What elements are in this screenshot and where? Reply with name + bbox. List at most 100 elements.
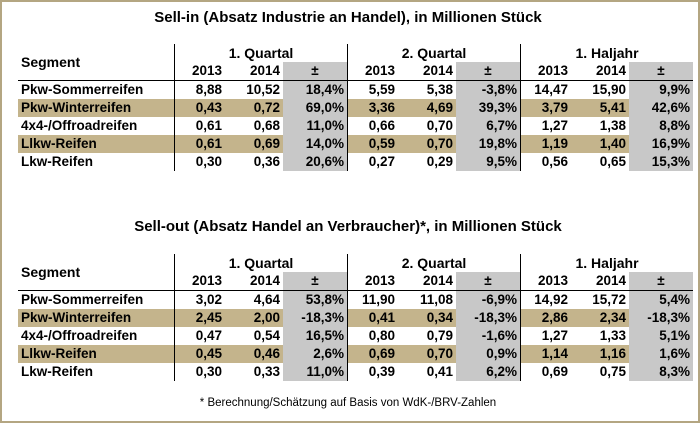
- sellout-title: Sell-out (Absatz Handel an Verbraucher)*…: [134, 218, 562, 235]
- row-label: Lkw-Reifen: [21, 154, 94, 169]
- value-cell: 1,27: [541, 328, 568, 343]
- change-cell: 16,5%: [283, 327, 348, 345]
- table-row: Lkw-Reifen 0,30 0,36 20,6% 0,27 0,29 9,5% 0,56 0…: [18, 153, 693, 171]
- change-cell: 39,3%: [456, 99, 521, 117]
- year-header: ±: [629, 272, 693, 291]
- segment-header: Segment: [21, 264, 81, 280]
- value-cell: 0,41: [347, 309, 398, 327]
- change-cell: 8,3%: [629, 363, 693, 381]
- year-header: 2013: [520, 62, 571, 81]
- row-label: Llkw-Reifen: [18, 135, 175, 153]
- value-cell: 14,92: [520, 290, 571, 309]
- change-cell: -6,9%: [456, 290, 521, 309]
- value-cell: 1,40: [571, 135, 629, 153]
- value-cell: 3,36: [347, 99, 398, 117]
- change-cell: 11,0%: [283, 363, 348, 381]
- value-cell: 0,34: [398, 309, 456, 327]
- change-cell: -18,3%: [283, 309, 348, 327]
- change-cell: 5,1%: [629, 327, 693, 345]
- value-cell: 11,08: [398, 290, 456, 309]
- value-cell: 0,70: [398, 135, 456, 153]
- row-label: 4x4-/Offroadreifen: [21, 118, 138, 133]
- period-header: 1. Quartal: [174, 254, 348, 272]
- change-cell: 1,6%: [629, 345, 693, 363]
- change-cell: 9,9%: [629, 80, 693, 99]
- table-row: Pkw-Sommerreifen 8,88 10,52 18,4% 5,59 5,38 -3…: [18, 80, 693, 99]
- row-label: Llkw-Reifen: [18, 345, 175, 363]
- change-cell: 6,7%: [456, 117, 521, 135]
- value-cell: 3,02: [174, 290, 225, 309]
- table-row: 4x4-/Offroadreifen 0,61 0,68 11,0% 0,66 0,70 6…: [18, 117, 693, 135]
- row-label: Pkw-Winterreifen: [18, 99, 175, 117]
- value-cell: 5,41: [571, 99, 629, 117]
- change-cell: 14,0%: [283, 135, 348, 153]
- year-header: 2013: [347, 272, 398, 291]
- value-cell: 10,52: [225, 80, 283, 99]
- change-cell: -3,8%: [456, 80, 521, 99]
- row-label: Pkw-Sommerreifen: [18, 80, 175, 99]
- value-cell: 14,47: [520, 80, 571, 99]
- period-header: 2. Quartal: [347, 254, 521, 272]
- row-label: Pkw-Sommerreifen: [18, 290, 175, 309]
- change-cell: 69,0%: [283, 99, 348, 117]
- year-header: ±: [456, 62, 521, 81]
- table-row: Pkw-Sommerreifen 3,02 4,64 53,8% 11,90 11,08-…: [18, 290, 693, 309]
- table-row: Llkw-Reifen 0,61 0,69 14,0% 0,59 0,70 19,8% 1,1…: [18, 135, 693, 153]
- change-cell: 2,6%: [283, 345, 348, 363]
- value-cell: 0,39: [368, 364, 395, 379]
- table-row: Lkw-Reifen 0,30 0,33 11,0% 0,39 0,41 6,2% 0,69 0…: [18, 363, 693, 381]
- period-header: 1. Haljahr: [575, 45, 639, 61]
- change-cell: 8,8%: [629, 117, 693, 135]
- value-cell: 0,80: [368, 328, 395, 343]
- change-cell: 20,6%: [283, 153, 348, 171]
- value-cell: 0,59: [347, 135, 398, 153]
- change-cell: -1,6%: [456, 327, 521, 345]
- row-label: 4x4-/Offroadreifen: [21, 328, 138, 343]
- value-cell: 4,64: [225, 290, 283, 309]
- value-cell: 1,14: [520, 345, 571, 363]
- table-row: Pkw-Winterreifen 2,45 2,00 -18,3% 0,41 0,34 -1…: [18, 309, 693, 327]
- value-cell: 0,46: [225, 345, 283, 363]
- sellin-title: Sell-in (Absatz Industrie an Handel), in…: [154, 9, 542, 26]
- period-header: 1. Haljahr: [575, 255, 639, 271]
- value-cell: 0,36: [253, 154, 280, 169]
- year-header: 2014: [571, 62, 629, 81]
- value-cell: 0,69: [541, 364, 568, 379]
- value-cell: 0,56: [541, 154, 568, 169]
- value-cell: 0,70: [398, 345, 456, 363]
- year-header: 2014: [398, 62, 456, 81]
- change-cell: 11,0%: [283, 117, 348, 135]
- value-cell: 0,65: [599, 154, 626, 169]
- table-row: Pkw-Winterreifen 0,43 0,72 69,0% 3,36 4,69 39,…: [18, 99, 693, 117]
- value-cell: 1,16: [571, 345, 629, 363]
- value-cell: 2,86: [520, 309, 571, 327]
- change-cell: 53,8%: [283, 290, 348, 309]
- value-cell: 0,72: [225, 99, 283, 117]
- value-cell: 3,79: [520, 99, 571, 117]
- change-cell: 18,4%: [283, 80, 348, 99]
- segment-header: Segment: [21, 54, 81, 70]
- value-cell: 1,38: [599, 118, 626, 133]
- year-header: 2014: [398, 272, 456, 291]
- value-cell: 1,19: [520, 135, 571, 153]
- change-cell: 5,4%: [629, 290, 693, 309]
- year-header: 2013: [174, 272, 225, 291]
- value-cell: 2,45: [174, 309, 225, 327]
- value-cell: 11,90: [347, 290, 398, 309]
- change-cell: 15,3%: [629, 153, 693, 171]
- value-cell: 0,47: [174, 327, 225, 345]
- change-cell: 42,6%: [629, 99, 693, 117]
- year-header: 2014: [225, 272, 283, 291]
- value-cell: 0,79: [426, 328, 453, 343]
- sellout-table: Segment 1. Quartal 2. Quartal 1. Haljahr 201…: [18, 254, 693, 381]
- value-cell: 0,30: [174, 363, 225, 381]
- value-cell: 1,27: [541, 118, 568, 133]
- value-cell: 0,66: [368, 118, 395, 133]
- year-header: 2013: [520, 272, 571, 291]
- value-cell: 0,70: [426, 118, 453, 133]
- value-cell: 0,54: [253, 328, 280, 343]
- value-cell: 0,61: [174, 135, 225, 153]
- year-header: 2014: [225, 62, 283, 81]
- value-cell: 0,27: [368, 154, 395, 169]
- value-cell: 0,45: [174, 345, 225, 363]
